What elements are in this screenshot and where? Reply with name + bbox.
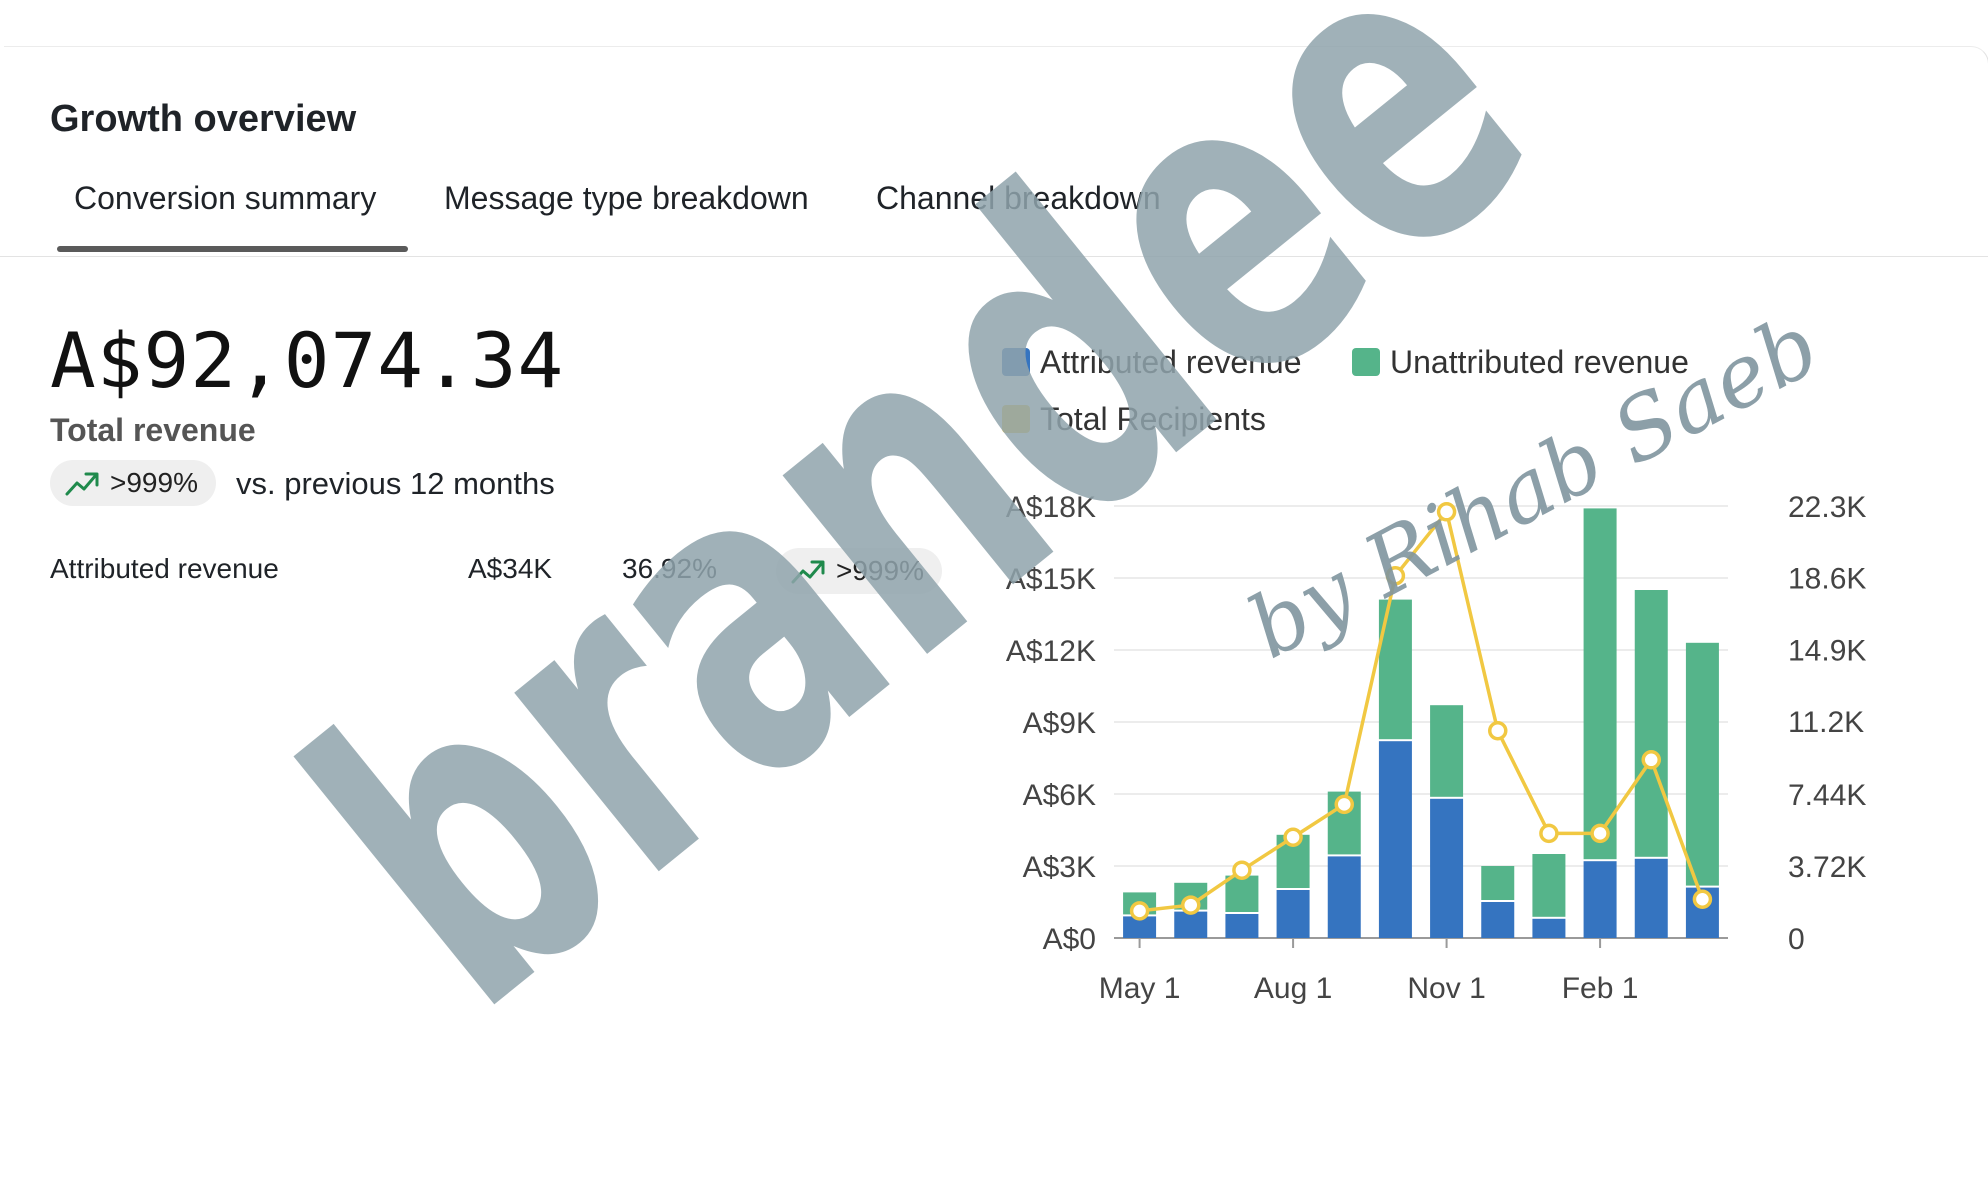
point-total-recipients xyxy=(1641,750,1661,770)
legend-label: Attributed revenue xyxy=(1040,344,1302,380)
bar-attributed xyxy=(1634,858,1668,938)
total-revenue-label: Total revenue xyxy=(50,412,256,448)
y-right-tick-label: 14.9K xyxy=(1788,634,1866,667)
bar-unattributed xyxy=(1583,508,1617,860)
bar-attributed xyxy=(1276,890,1310,938)
point-total-recipients xyxy=(1488,720,1508,741)
trend-up-icon xyxy=(791,560,825,584)
y-left-tick-label: A$12K xyxy=(1006,635,1096,668)
tab-message-type-breakdown[interactable]: Message type breakdown xyxy=(444,180,809,216)
y-right-tick-label: 7.44K xyxy=(1788,779,1866,812)
legend-swatch xyxy=(1002,405,1030,433)
bar-attributed xyxy=(1481,902,1515,938)
comparison-text: vs. previous 12 months xyxy=(236,466,555,501)
point-total-recipients xyxy=(1129,901,1150,921)
trend-up-icon xyxy=(65,472,99,496)
bar-attributed xyxy=(1225,914,1259,938)
point-total-recipients xyxy=(1436,502,1457,522)
point-total-recipients xyxy=(1283,827,1303,848)
bar-attributed xyxy=(1583,861,1617,938)
bar-attributed xyxy=(1174,911,1208,938)
bar-unattributed xyxy=(1634,590,1668,857)
y-right-tick-label: 22.3K xyxy=(1788,491,1866,524)
tab-channel-breakdown[interactable]: Channel breakdown xyxy=(876,180,1161,216)
breakdown-row-share: 36.92% xyxy=(622,553,717,584)
active-tab-indicator xyxy=(57,246,408,252)
y-left-tick-label: A$0 xyxy=(1043,923,1096,956)
y-left-tick-label: A$18K xyxy=(1006,491,1096,524)
point-total-recipients xyxy=(1385,565,1406,586)
x-tick-label: May 1 xyxy=(1099,972,1181,1005)
breakdown-row-value: A$34K xyxy=(468,553,553,584)
x-tick-label: Feb 1 xyxy=(1562,972,1639,1005)
breakdown-row-change-value: >999% xyxy=(836,555,924,586)
y-left-tick-label: A$3K xyxy=(1023,851,1096,884)
point-total-recipients xyxy=(1590,823,1610,844)
bar-unattributed xyxy=(1430,705,1464,797)
y-right-tick-label: 11.2K xyxy=(1788,706,1864,739)
bar-attributed xyxy=(1532,918,1566,938)
y-left-tick-label: A$15K xyxy=(1006,563,1096,596)
line-total-recipients xyxy=(1139,507,1705,913)
breakdown-row-label: Attributed revenue xyxy=(50,553,279,584)
y-left-tick-label: A$6K xyxy=(1023,779,1096,812)
bar-unattributed xyxy=(1481,866,1515,900)
legend-label: Unattributed revenue xyxy=(1390,344,1689,380)
bar-unattributed xyxy=(1685,642,1719,886)
bar-unattributed xyxy=(1532,854,1566,917)
change-badge-value: >999% xyxy=(110,467,198,498)
change-badge: >999% xyxy=(50,460,216,506)
y-right-tick-label: 3.72K xyxy=(1788,851,1866,884)
y-right-tick-label: 0 xyxy=(1788,923,1805,956)
bar-attributed xyxy=(1378,741,1412,938)
page-title: Growth overview xyxy=(50,98,357,140)
x-tick-label: Aug 1 xyxy=(1254,972,1332,1005)
point-total-recipients xyxy=(1334,794,1354,815)
y-left-tick-label: A$9K xyxy=(1023,707,1096,740)
point-total-recipients xyxy=(1692,889,1713,910)
total-revenue-value: A$92,074.34 xyxy=(50,316,565,405)
legend-swatch xyxy=(1352,348,1380,376)
legend-label: Total Recipients xyxy=(1040,401,1266,437)
point-total-recipients xyxy=(1181,895,1201,915)
tab-conversion-summary[interactable]: Conversion summary xyxy=(74,180,377,216)
bar-attributed xyxy=(1327,856,1361,938)
point-total-recipients xyxy=(1232,860,1252,880)
breakdown-row-change-badge: >999% xyxy=(776,548,942,594)
legend-swatch xyxy=(1002,348,1030,376)
y-right-tick-label: 18.6K xyxy=(1788,563,1866,596)
point-total-recipients xyxy=(1539,823,1559,844)
tab-bar: Conversion summary Message type breakdow… xyxy=(0,170,1988,257)
bar-unattributed xyxy=(1225,875,1259,912)
x-tick-label: Nov 1 xyxy=(1407,972,1485,1005)
bar-attributed xyxy=(1123,916,1157,938)
bar-attributed xyxy=(1430,798,1464,938)
